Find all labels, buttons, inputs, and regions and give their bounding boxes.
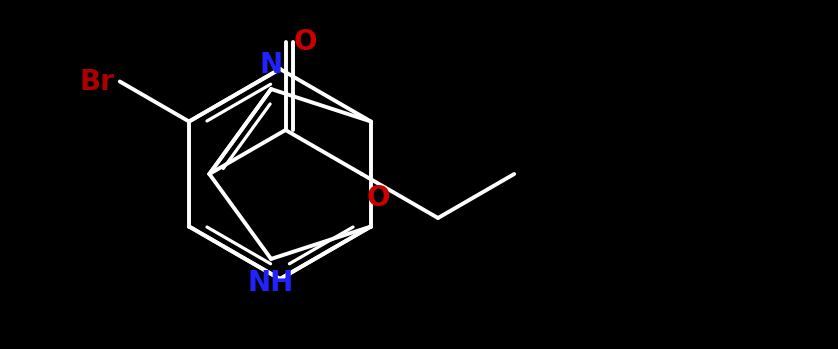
Text: O: O — [293, 28, 317, 56]
Text: Br: Br — [80, 67, 115, 96]
Text: O: O — [367, 184, 391, 212]
Text: NH: NH — [248, 269, 294, 297]
Text: N: N — [260, 51, 282, 79]
